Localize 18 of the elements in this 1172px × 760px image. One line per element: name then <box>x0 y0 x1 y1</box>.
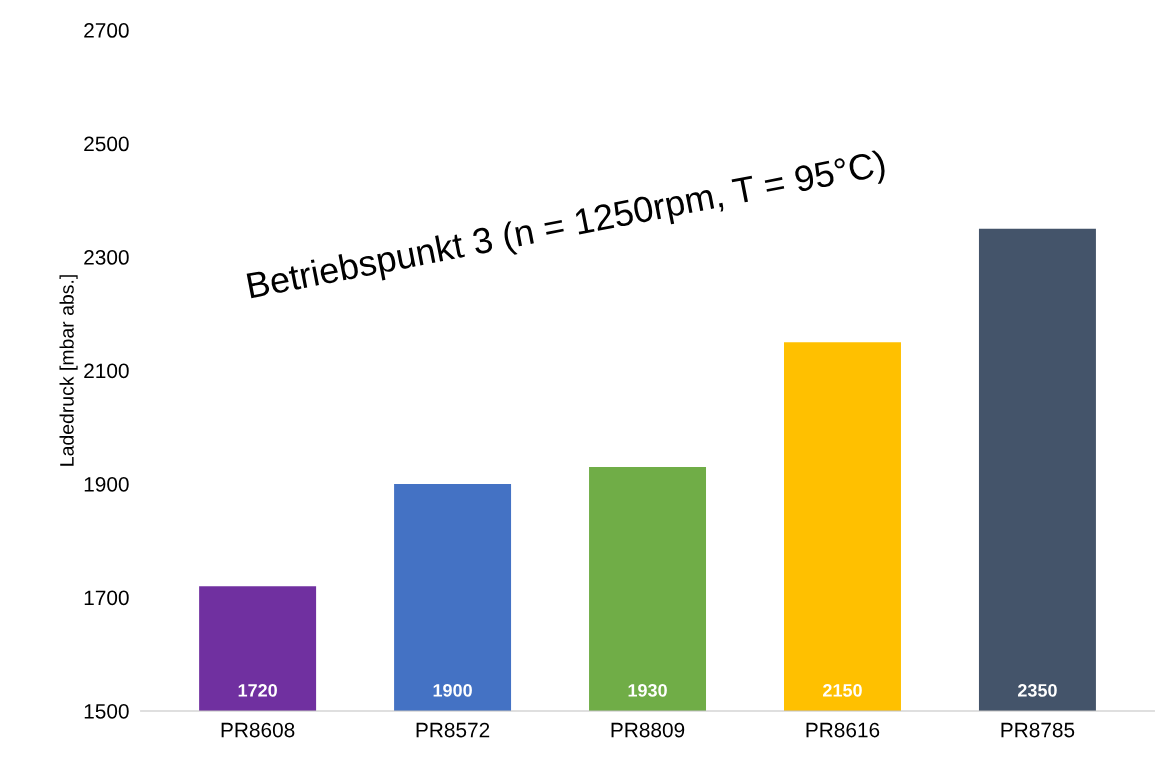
x-tick-label: PR8809 <box>611 722 685 738</box>
x-tick-label: PR8616 <box>806 722 880 738</box>
data-label: 2150 <box>823 683 862 697</box>
x-tick-label: PR8785 <box>1001 722 1075 738</box>
y-tick-label: 1900 <box>84 476 129 492</box>
y-tick-label: 2700 <box>84 23 129 38</box>
data-label: 2350 <box>1017 683 1057 697</box>
data-label: 1720 <box>238 683 277 697</box>
y-tick-label: 2100 <box>84 363 129 379</box>
y-tick-label: 1500 <box>84 703 129 719</box>
x-tick-label: PR8608 <box>221 722 295 738</box>
y-axis-title: Ladedruck [mbar abs.] <box>59 275 78 466</box>
x-tick-label: PR8572 <box>416 722 490 738</box>
y-tick-label: 2300 <box>84 250 129 265</box>
y-tick-label: 2500 <box>84 136 129 152</box>
data-label: 1900 <box>433 683 472 697</box>
data-label: 1930 <box>628 683 667 697</box>
y-tick-label: 1700 <box>84 590 129 606</box>
